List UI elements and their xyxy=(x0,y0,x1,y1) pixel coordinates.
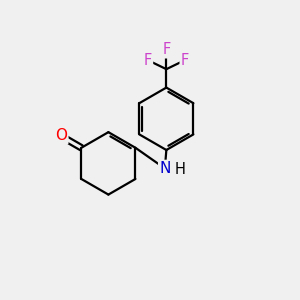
Text: H: H xyxy=(175,162,186,177)
Text: F: F xyxy=(162,42,170,57)
Text: N: N xyxy=(159,161,170,176)
Text: F: F xyxy=(144,53,152,68)
Text: O: O xyxy=(55,128,67,143)
Text: F: F xyxy=(181,53,189,68)
